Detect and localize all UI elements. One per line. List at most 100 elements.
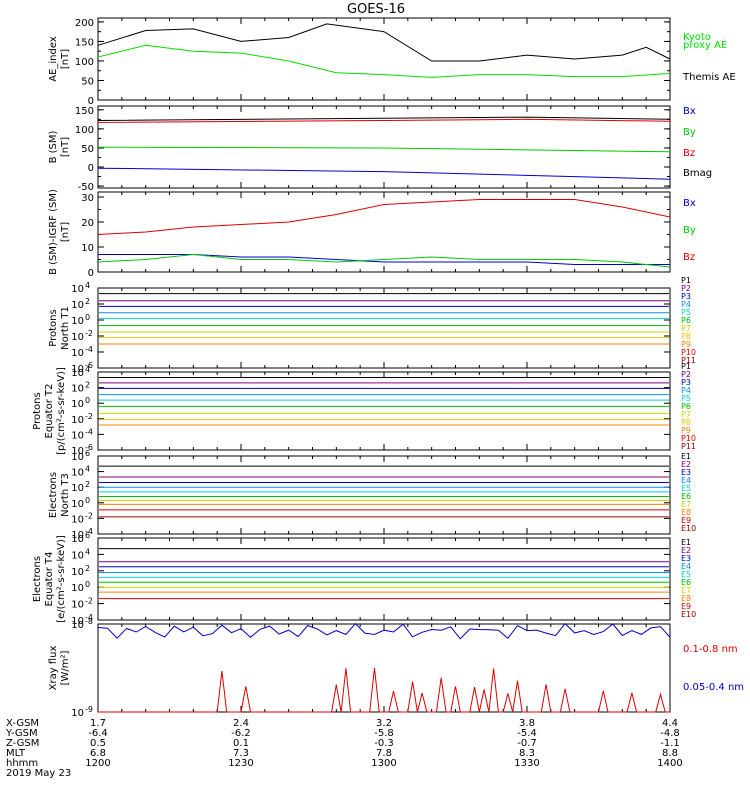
x-axis-table: X-GSM 1.7 2.4 3.2 3.8 4.4 Y-GSM -6.4 -6.2 -5.8 -5.…: [5, 718, 683, 779]
y-tick-label: 10: [71, 316, 84, 327]
y-tick-exponent: -8: [85, 617, 93, 626]
legend-entry: P6: [681, 316, 691, 325]
x-row-value: 8.8: [662, 748, 678, 759]
y-axis-label: B (SM): [48, 130, 59, 163]
panel-frame: [97, 537, 671, 621]
legend-entry: E1: [681, 538, 691, 547]
legend-entry: P4: [681, 300, 691, 309]
y-tick-exponent: 6: [85, 449, 90, 458]
y-tick-exponent: -2: [85, 412, 93, 421]
y-tick-exponent: 6: [85, 531, 90, 540]
series-kyoto-proxy-ae: [97, 44, 671, 78]
y-axis-label: B (SM)-IGRF (SM): [48, 189, 59, 275]
y-tick-label: 10: [71, 399, 84, 410]
legend-entry: E3: [681, 554, 691, 563]
y-axis-label: [W/m²]: [60, 650, 71, 685]
y-tick-exponent: -6: [85, 361, 93, 370]
x-row-value: 2.4: [233, 718, 249, 729]
legend-entry: Bz: [683, 148, 695, 159]
y-tick-label: 20: [81, 218, 94, 229]
legend-entry: E9: [681, 516, 691, 525]
x-row-name: Z-GSM: [6, 738, 39, 749]
y-tick-label: 50: [81, 144, 94, 155]
y-tick-label: 200: [75, 18, 94, 29]
y-tick-label: 10: [71, 708, 84, 719]
y-tick-exponent: -2: [85, 511, 93, 520]
x-row-value: -5.4: [517, 728, 537, 739]
legend-entry: P11: [681, 442, 696, 451]
y-tick-exponent: -2: [85, 329, 93, 338]
x-row-value: -6.4: [88, 728, 108, 739]
legend-entry: E10: [681, 610, 696, 619]
legend-entry: E7: [681, 586, 691, 595]
legend-entry: E1: [681, 452, 691, 461]
legend-entry: E10: [681, 524, 696, 533]
x-row-value: 4.4: [662, 718, 678, 729]
series-xray-short: [97, 622, 671, 640]
series-themis-ae: [97, 23, 671, 62]
legend-entry: Bx: [683, 198, 696, 209]
legend-entry: E4: [681, 562, 691, 571]
y-axis-label: [e/(cm²-s-sr-keV)]: [56, 535, 67, 623]
legend-entry: P7: [681, 324, 691, 333]
y-tick-label: 10: [71, 284, 84, 295]
y-tick-label: 10: [71, 499, 84, 510]
x-row-value: 1400: [657, 758, 682, 769]
y-axis-label: Protons: [32, 392, 43, 429]
legend-entry: E5: [681, 484, 691, 493]
legend-entry: E8: [681, 508, 691, 517]
y-tick-exponent: 0: [85, 396, 90, 405]
legend-entry: P11: [681, 356, 696, 365]
y-axis-label: [nT]: [60, 137, 71, 157]
y-tick-label: 10: [71, 452, 84, 463]
x-row-name: hhmm: [6, 758, 38, 769]
legend-entry: 0.1-0.8 nm: [683, 644, 738, 655]
series-dby: [97, 253, 671, 268]
y-tick-label: 10: [71, 468, 84, 479]
y-tick-exponent: 2: [85, 480, 90, 489]
panel-frame: [97, 455, 671, 535]
legend-entry: P8: [681, 332, 691, 341]
legend-entry: E3: [681, 468, 691, 477]
y-tick-label: 10: [71, 530, 84, 541]
x-row-value: 6.8: [90, 748, 106, 759]
y-tick-exponent: 4: [85, 281, 90, 290]
y-axis-label: Protons: [48, 309, 59, 346]
legend-entry: Bz: [683, 252, 695, 263]
series-bx: [97, 167, 671, 180]
y-axis-label: Equator T2: [44, 384, 55, 439]
legend-entry: P1: [681, 276, 691, 285]
y-tick-label: 10: [71, 300, 84, 311]
y-tick-label: 10: [71, 446, 84, 457]
legend-entry: Kyoto: [683, 32, 711, 43]
y-tick-label: 10: [71, 620, 84, 631]
legend-entry: P1: [681, 362, 691, 371]
panel-frame: [97, 623, 671, 713]
x-row-value: 7.8: [376, 748, 392, 759]
y-tick-exponent: 2: [85, 297, 90, 306]
y-tick-label: 10: [71, 415, 84, 426]
legend-entry: P10: [681, 348, 696, 357]
y-axis-label: Electrons: [32, 556, 43, 602]
y-tick-exponent: -4: [85, 527, 93, 536]
x-row-value: 3.2: [376, 718, 392, 729]
x-row-value: 1200: [85, 758, 110, 769]
legend-entry: P2: [681, 284, 691, 293]
y-tick-exponent: 4: [85, 465, 90, 474]
panel-frame: [97, 17, 671, 101]
y-axis-label: North T3: [60, 473, 71, 517]
y-tick-label: 10: [71, 368, 84, 379]
y-tick-exponent: -4: [85, 613, 93, 622]
x-row-name: MLT: [6, 748, 26, 759]
y-tick-exponent: 0: [85, 313, 90, 322]
x-row-value: -5.8: [374, 728, 394, 739]
y-tick-label: 100: [75, 57, 94, 68]
x-row-value: 1300: [371, 758, 396, 769]
y-tick-label: 0: [88, 163, 94, 174]
legend-entry: P5: [681, 394, 691, 403]
y-tick-exponent: 0: [85, 580, 90, 589]
